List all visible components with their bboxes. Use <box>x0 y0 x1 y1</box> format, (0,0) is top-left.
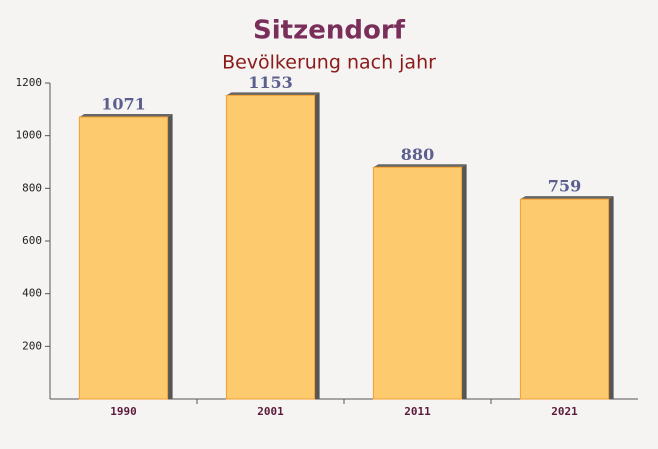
chart-subtitle: Bevölkerung nach jahr <box>222 52 436 74</box>
y-tick-label: 800 <box>22 181 42 194</box>
value-label: 1153 <box>248 73 293 92</box>
bar <box>78 116 169 400</box>
y-tick-label: 1000 <box>16 129 43 142</box>
bar-shadow-top <box>226 92 320 96</box>
value-label: 759 <box>548 177 581 196</box>
bar-shadow-top <box>79 113 173 117</box>
bar-shadow <box>461 164 467 399</box>
bar-shadow <box>608 196 614 399</box>
value-label: 1071 <box>101 94 146 113</box>
y-tick-label: 600 <box>22 234 42 247</box>
bar <box>225 94 316 400</box>
y-tick-label: 400 <box>22 287 42 300</box>
y-tick-label: 200 <box>22 339 42 352</box>
bar-shadow-top <box>373 164 467 168</box>
bar <box>372 166 463 400</box>
bar-shadow-top <box>520 196 614 200</box>
x-tick-label: 2001 <box>257 405 284 418</box>
bar <box>519 198 610 400</box>
y-tick-label: 1200 <box>16 76 43 89</box>
bar-shadow <box>167 113 173 399</box>
value-label: 880 <box>401 145 434 164</box>
x-tick-label: 1990 <box>110 405 137 418</box>
bar-shadow <box>314 92 320 400</box>
x-tick-label: 2011 <box>404 405 431 418</box>
chart-title: Sitzendorf <box>253 16 406 46</box>
x-tick-label: 2021 <box>551 405 578 418</box>
